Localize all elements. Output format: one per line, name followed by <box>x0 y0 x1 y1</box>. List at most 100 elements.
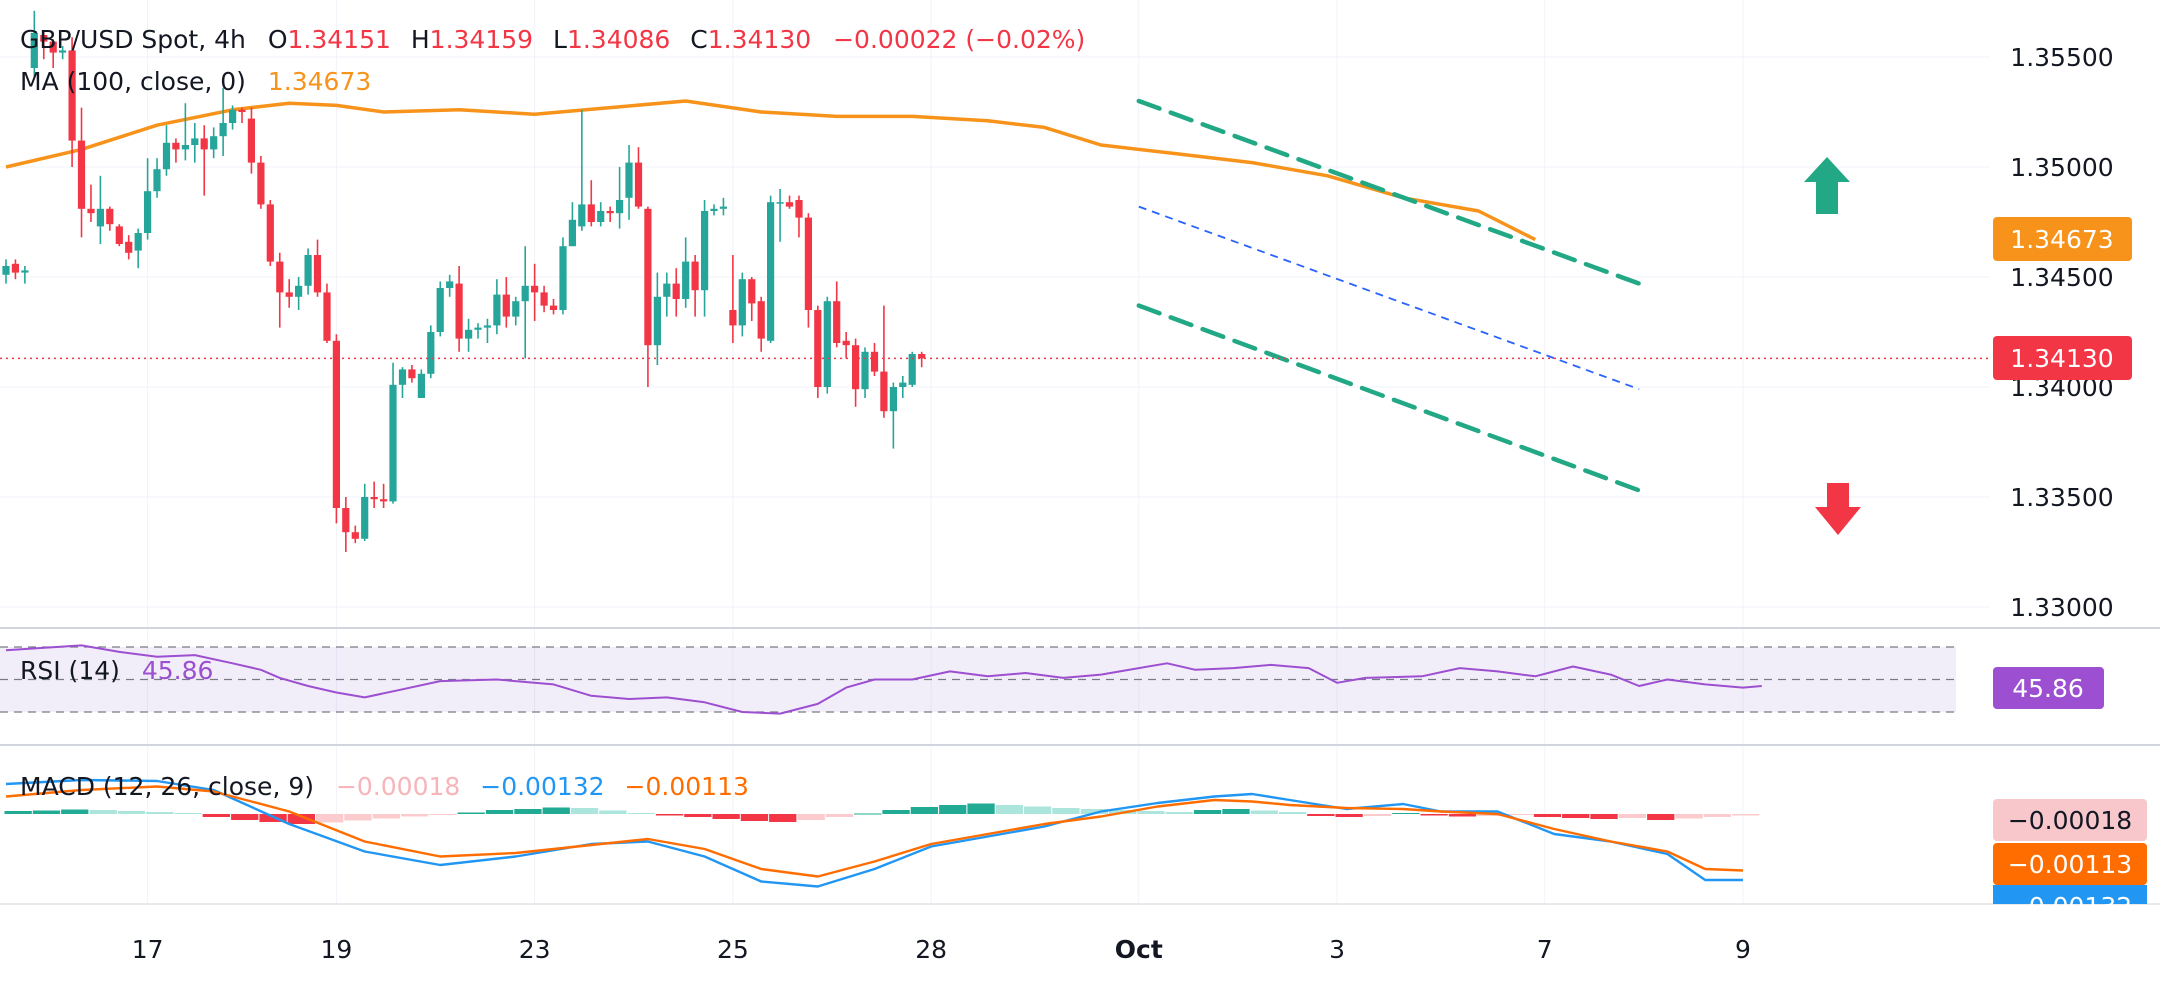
change-value: −0.00022 (−0.02%) <box>833 25 1085 54</box>
arrow-up-icon <box>1804 157 1850 214</box>
rsi-levels <box>0 646 1956 713</box>
macd-label: MACD (12, 26, close, 9) <box>20 772 314 801</box>
open-value: 1.34151 <box>288 25 391 54</box>
candle-body <box>313 255 322 293</box>
candle-body <box>465 329 473 339</box>
candle-body <box>578 204 586 227</box>
macd-hist-value: −0.00018 <box>336 772 460 801</box>
macd-histogram-bar <box>89 810 117 814</box>
time-tick-label: 23 <box>519 935 551 964</box>
candle-body <box>606 211 614 214</box>
candle-body <box>861 351 869 390</box>
candle-body <box>644 208 652 346</box>
macd-histogram-bar <box>61 809 89 814</box>
macd-histogram-bar <box>1647 814 1675 820</box>
candle-body <box>285 292 293 297</box>
svg-text:1.34130: 1.34130 <box>2010 344 2113 373</box>
macd-histogram-bar <box>627 813 655 814</box>
candle-body <box>398 369 407 385</box>
macd-histogram-bar <box>1222 809 1250 814</box>
rsi-value: 45.86 <box>142 656 214 685</box>
time-tick-label: 17 <box>132 935 164 964</box>
macd-histogram-bar <box>1335 814 1363 817</box>
candle-body <box>663 283 671 297</box>
macd-histogram-bar <box>372 814 400 819</box>
candle-body <box>672 283 680 299</box>
candle-body <box>304 255 312 286</box>
macd-histogram-bar <box>655 814 684 816</box>
time-tick-label: 19 <box>320 935 352 964</box>
candle-body <box>153 169 161 192</box>
candle-body <box>757 301 765 339</box>
rsi-badge: 45.86 <box>1993 667 2104 709</box>
price-tick-label: 1.33000 <box>2010 593 2113 622</box>
candle-body <box>210 136 218 150</box>
macd-signal-badge: −0.00113 <box>1993 843 2147 885</box>
macd-histogram-bar <box>457 812 485 814</box>
candle-body <box>616 200 624 214</box>
macd-histogram-bar <box>939 805 967 814</box>
candle-body <box>549 305 558 310</box>
macd-histogram-bar <box>4 811 32 814</box>
candle-body <box>144 191 152 233</box>
macd-histogram-bar <box>146 812 174 814</box>
candle-body <box>899 382 907 387</box>
candle-body <box>2 266 10 275</box>
candle-body <box>502 294 510 317</box>
macd-histogram-bar <box>854 813 882 815</box>
macd-histogram-bar <box>542 807 570 814</box>
macd-histogram-bar <box>429 814 457 815</box>
candle-body <box>559 246 567 310</box>
svg-text:1.34673: 1.34673 <box>2010 225 2113 254</box>
arrow-down-icon <box>1815 483 1861 535</box>
macd-histogram-bar <box>740 814 769 821</box>
candle-body <box>162 142 171 170</box>
macd-histogram-bar <box>1307 814 1335 816</box>
candle-body <box>266 204 274 262</box>
candle-body <box>21 270 29 273</box>
candle-body <box>361 497 369 539</box>
candle-body <box>332 340 340 508</box>
candle-body <box>785 202 794 207</box>
low-label: L <box>553 25 567 54</box>
time-axis[interactable]: 17 19 23 25 28 Oct 3 7 9 <box>132 935 1751 964</box>
candle-body <box>115 226 123 244</box>
candle-body <box>389 384 397 502</box>
macd-histogram-bar <box>797 814 825 820</box>
candle-body <box>191 138 199 145</box>
candle-body <box>229 109 237 123</box>
candle-body <box>691 261 699 291</box>
candle-body <box>880 371 888 412</box>
candle-body <box>446 281 454 288</box>
candle-body <box>181 145 189 150</box>
candle-body <box>587 204 595 222</box>
macd-hist-badge: −0.00018 <box>1993 799 2147 841</box>
candle-body <box>738 279 746 326</box>
candle-body <box>653 296 661 346</box>
macd-histogram-bar <box>1165 812 1193 814</box>
macd-histogram-bar <box>1080 809 1108 814</box>
candle-body <box>870 351 879 372</box>
candle-body <box>295 285 303 297</box>
candle-body <box>483 325 491 328</box>
macd-histogram-bar <box>174 813 202 814</box>
candle-body <box>323 292 331 341</box>
macd-histogram-bar <box>712 814 740 819</box>
time-tick-label: 25 <box>717 935 749 964</box>
svg-text:45.86: 45.86 <box>2012 674 2084 703</box>
macd-pane <box>4 778 1760 888</box>
candle-body <box>247 118 255 163</box>
macd-histogram-bar <box>825 814 854 817</box>
close-value: 1.34130 <box>708 25 811 54</box>
price-axis[interactable]: 1.355001.350001.345001.340001.335001.330… <box>2010 43 2113 622</box>
price-badge: 1.34130 <box>1993 336 2132 380</box>
macd-histogram-bar <box>1562 814 1590 818</box>
macd-signal-line <box>5 785 1744 878</box>
macd-histogram-bar <box>1052 808 1080 814</box>
candle-body <box>474 327 482 330</box>
price-tick-label: 1.33500 <box>2010 483 2113 512</box>
macd-histogram-bar <box>967 803 995 814</box>
symbol-label: GBP/USD Spot, 4h <box>20 25 246 54</box>
candle-body <box>852 345 860 390</box>
